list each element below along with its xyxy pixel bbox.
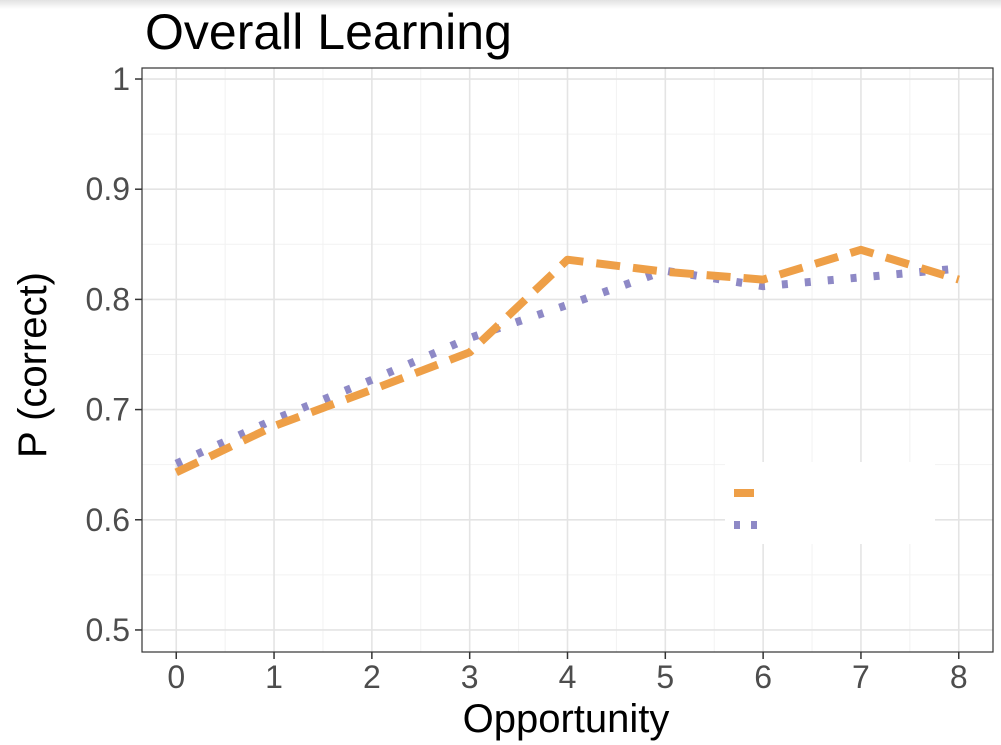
x-tick-label: 8 — [950, 659, 968, 695]
x-tick-label: 6 — [754, 659, 772, 695]
y-tick-label: 0.6 — [86, 502, 130, 538]
legend-box — [725, 462, 935, 544]
y-tick-label: 0.9 — [86, 171, 130, 207]
x-tick-label: 5 — [656, 659, 674, 695]
series-line-dashed — [174, 245, 960, 477]
y-axis-title: P (correct) — [11, 272, 55, 458]
x-tick-label: 7 — [852, 659, 870, 695]
series-lines — [174, 245, 960, 477]
y-tick-label: 0.7 — [86, 392, 130, 428]
x-tick-label: 4 — [559, 659, 577, 695]
y-axis: 0.5 0.6 0.7 0.8 0.9 1 — [86, 61, 142, 648]
x-axis: 0 1 2 3 4 5 6 7 8 — [167, 652, 968, 695]
y-tick-label: 0.5 — [86, 612, 130, 648]
top-edge-shadow — [0, 0, 1001, 9]
y-tick-label: 1 — [112, 61, 130, 97]
x-tick-label: 3 — [461, 659, 479, 695]
x-tick-label: 2 — [363, 659, 381, 695]
x-axis-title: Opportunity — [463, 697, 670, 741]
legend — [725, 462, 935, 544]
chart-title: Overall Learning — [145, 4, 512, 60]
x-tick-label: 1 — [265, 659, 283, 695]
y-tick-label: 0.8 — [86, 281, 130, 317]
series-line-dotted — [174, 264, 960, 468]
x-tick-label: 0 — [167, 659, 185, 695]
